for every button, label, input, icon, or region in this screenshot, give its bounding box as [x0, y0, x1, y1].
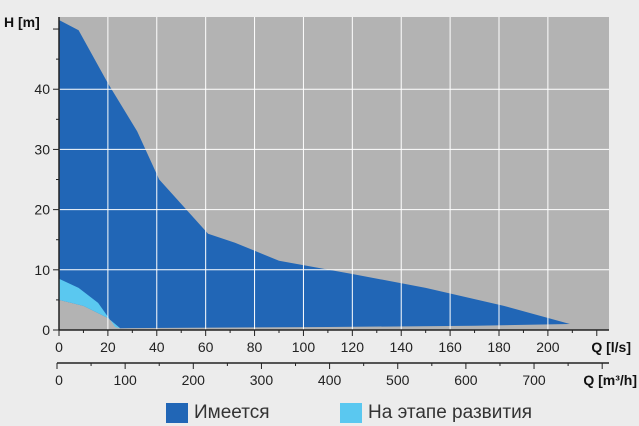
- x-tick-label: 120: [341, 339, 365, 355]
- y-tick-label: 40: [34, 81, 50, 97]
- legend-swatch-available: [166, 403, 188, 423]
- x-tick-label: 200: [536, 339, 560, 355]
- x2-tick-label: 0: [55, 372, 63, 388]
- x2-tick-label: 600: [454, 372, 478, 388]
- y-tick-label: 0: [42, 322, 50, 338]
- y-tick-label: 20: [34, 202, 50, 218]
- x2-axis-title: Q [m³/h]: [583, 372, 637, 388]
- x2-tick-label: 300: [250, 372, 274, 388]
- legend-swatch-in-development: [340, 403, 362, 423]
- legend-label-available: Имеется: [194, 402, 270, 423]
- x2-tick-label: 700: [522, 372, 546, 388]
- legend-label-in-development: На этапе развития: [368, 402, 532, 423]
- x-tick-label: 60: [198, 339, 214, 355]
- x-tick-label: 0: [55, 339, 63, 355]
- x2-tick-label: 400: [318, 372, 342, 388]
- series-area-0: [59, 20, 570, 329]
- series-area-1: [59, 278, 121, 329]
- x2-tick-label: 200: [182, 372, 206, 388]
- x-tick-label: 100: [292, 339, 316, 355]
- y-tick-label: 30: [34, 141, 50, 157]
- legend-item-in-development: На этапе развития: [340, 402, 532, 424]
- y-axis-title: H [m]: [4, 14, 40, 30]
- x-tick-label: 20: [100, 339, 116, 355]
- x-tick-label: 40: [149, 339, 165, 355]
- x-tick-label: 140: [390, 339, 414, 355]
- y-tick-label: 10: [34, 262, 50, 278]
- x2-tick-label: 100: [113, 372, 137, 388]
- legend: Имеется На этапе развития: [0, 398, 639, 426]
- x-axis-title: Q [l/s]: [591, 339, 631, 355]
- legend-item-available: Имеется: [166, 402, 270, 424]
- x-tick-label: 80: [247, 339, 263, 355]
- x-tick-label: 160: [438, 339, 462, 355]
- x2-tick-label: 500: [386, 372, 410, 388]
- x-tick-label: 180: [487, 339, 511, 355]
